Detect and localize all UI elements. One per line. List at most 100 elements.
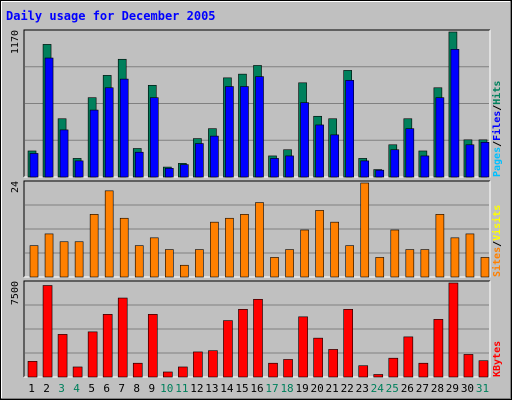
bar-files-day-12 xyxy=(195,143,204,178)
y-max-label: 1170 xyxy=(10,30,21,54)
bar-sites-day-22 xyxy=(345,245,354,278)
bar-sites-day-24 xyxy=(375,257,385,278)
bar-kbytes-day-24 xyxy=(373,374,384,378)
legend-separator: / xyxy=(492,105,503,111)
bar-files-day-9 xyxy=(149,97,159,178)
bars-sites xyxy=(29,182,490,278)
bar-kbytes-day-2 xyxy=(42,285,53,378)
day-label-17: 17 xyxy=(265,382,278,395)
bar-sites-day-23 xyxy=(360,182,370,278)
bar-files-day-23 xyxy=(360,160,370,178)
day-label-24: 24 xyxy=(371,382,385,395)
bar-kbytes-day-27 xyxy=(418,362,429,378)
bar-files-day-24 xyxy=(375,169,385,178)
bar-kbytes-day-25 xyxy=(388,357,399,378)
day-label-20: 20 xyxy=(311,382,324,395)
bar-kbytes-day-7 xyxy=(117,297,128,378)
bar-files-day-25 xyxy=(390,149,400,178)
bar-files-day-5 xyxy=(89,109,99,178)
bar-sites-day-26 xyxy=(405,249,415,278)
day-label-7: 7 xyxy=(118,382,125,395)
bar-kbytes-day-5 xyxy=(87,331,98,378)
bar-files-day-16 xyxy=(255,76,264,178)
bar-kbytes-day-4 xyxy=(72,366,83,378)
bar-sites-day-28 xyxy=(435,214,445,278)
legend-sites: Sites xyxy=(491,247,503,277)
bar-sites-day-29 xyxy=(450,237,460,278)
bar-kbytes-day-29 xyxy=(448,282,459,378)
bar-kbytes-day-11 xyxy=(178,366,188,378)
day-label-22: 22 xyxy=(341,382,354,395)
day-label-10: 10 xyxy=(160,382,173,395)
bar-files-day-20 xyxy=(315,124,324,178)
bar-files-day-7 xyxy=(119,78,129,178)
bar-sites-day-13 xyxy=(210,221,219,278)
bar-files-day-22 xyxy=(345,80,354,178)
bar-kbytes-day-6 xyxy=(102,314,113,378)
panel-kbytes: 7500 KBytes xyxy=(10,280,503,378)
bar-sites-day-11 xyxy=(180,264,189,278)
bar-kbytes-day-19 xyxy=(298,316,308,378)
legend-kbytes: KBytes xyxy=(492,341,503,377)
legend-separator: / xyxy=(492,141,503,147)
day-label-26: 26 xyxy=(401,382,414,395)
bar-sites-day-12 xyxy=(195,249,204,278)
day-label-6: 6 xyxy=(103,382,110,395)
bar-sites-day-19 xyxy=(300,229,309,278)
day-label-3: 3 xyxy=(58,382,65,395)
bar-kbytes-day-15 xyxy=(238,309,248,378)
bar-kbytes-day-18 xyxy=(283,359,293,378)
day-label-29: 29 xyxy=(446,382,459,395)
plot-border-dark xyxy=(23,180,490,277)
bar-kbytes-day-30 xyxy=(463,354,474,378)
bar-files-day-15 xyxy=(240,86,249,178)
bar-sites-day-4 xyxy=(74,241,84,278)
bar-files-day-10 xyxy=(165,168,174,178)
bar-sites-day-8 xyxy=(134,245,144,278)
panel-sites: 24 Sites/Visits xyxy=(10,180,503,278)
day-label-4: 4 xyxy=(73,382,80,395)
bar-kbytes-day-16 xyxy=(253,298,263,378)
bar-kbytes-day-17 xyxy=(268,362,278,378)
bar-sites-day-2 xyxy=(44,233,54,278)
bar-sites-day-15 xyxy=(240,214,249,278)
bar-sites-day-17 xyxy=(270,257,279,278)
day-label-18: 18 xyxy=(280,382,293,395)
day-label-8: 8 xyxy=(133,382,140,395)
bar-sites-day-1 xyxy=(29,245,39,278)
day-label-9: 9 xyxy=(148,382,155,395)
bar-files-day-4 xyxy=(74,160,84,178)
bar-sites-day-10 xyxy=(165,249,174,278)
series-legend-kbytes: KBytes xyxy=(492,341,503,377)
legend-files: Files xyxy=(491,111,503,141)
bar-files-day-3 xyxy=(59,129,69,178)
bar-sites-day-27 xyxy=(420,249,430,278)
bar-sites-day-14 xyxy=(225,217,234,278)
bar-files-day-30 xyxy=(465,144,475,178)
day-label-31: 31 xyxy=(476,382,489,395)
bar-kbytes-day-3 xyxy=(57,334,68,378)
bar-kbytes-day-22 xyxy=(343,309,353,378)
bar-kbytes-day-21 xyxy=(328,349,338,378)
chart-panels: 1170Pages/Files/Hits24Sites/Visits7500KB… xyxy=(10,29,503,378)
bars-hits xyxy=(27,31,490,178)
bar-kbytes-day-10 xyxy=(163,371,173,378)
plot-border-dark xyxy=(23,280,490,377)
bar-files-day-14 xyxy=(225,86,234,178)
day-label-25: 25 xyxy=(386,382,399,395)
bar-files-day-29 xyxy=(450,49,460,178)
bar-files-day-6 xyxy=(104,87,114,178)
bar-sites-day-16 xyxy=(255,202,264,278)
day-label-27: 27 xyxy=(416,382,429,395)
bar-sites-day-30 xyxy=(465,233,475,278)
day-label-2: 2 xyxy=(43,382,50,395)
bar-kbytes-day-1 xyxy=(27,361,38,378)
bar-sites-day-21 xyxy=(330,221,339,278)
bars-kbytes xyxy=(27,282,489,378)
legend-pages: Pages xyxy=(492,147,503,177)
bar-kbytes-day-26 xyxy=(403,336,414,378)
plot-border-dark xyxy=(23,29,490,177)
bar-kbytes-day-20 xyxy=(313,337,323,378)
bar-sites-day-18 xyxy=(285,249,294,278)
